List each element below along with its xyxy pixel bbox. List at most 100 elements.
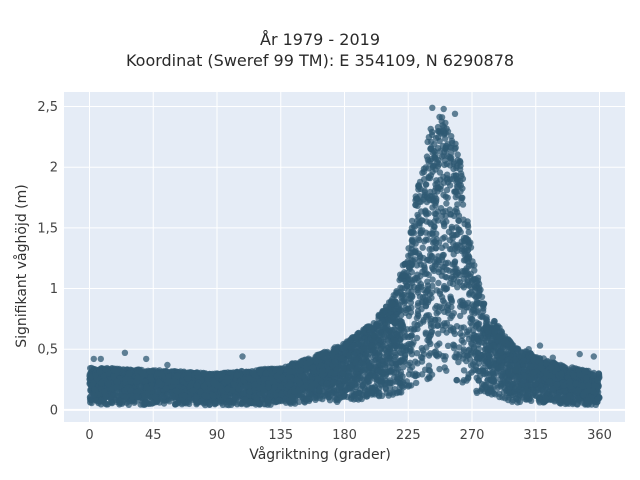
data-point	[413, 350, 421, 357]
data-point	[398, 298, 406, 305]
data-point	[472, 366, 479, 373]
data-point	[443, 160, 450, 168]
data-point	[436, 113, 443, 121]
data-point	[457, 170, 465, 177]
y-tick-label: 2,5	[37, 100, 58, 115]
data-point	[460, 308, 468, 315]
data-point	[435, 279, 442, 287]
data-point	[448, 133, 455, 140]
data-point	[429, 168, 436, 176]
y-tick-label: 0	[50, 403, 58, 418]
x-tick-label: 90	[209, 428, 226, 443]
x-tick-label: 135	[268, 428, 293, 443]
data-point	[443, 200, 450, 207]
data-point	[446, 182, 454, 189]
scatter-points	[86, 104, 603, 409]
data-point	[470, 331, 477, 338]
data-point	[432, 316, 439, 324]
data-point	[405, 288, 412, 295]
data-point	[459, 201, 467, 208]
data-point	[410, 238, 417, 246]
data-point	[414, 286, 421, 294]
data-point	[448, 245, 455, 253]
data-point	[399, 379, 407, 386]
data-point	[452, 193, 459, 201]
x-tick-label: 45	[145, 428, 162, 443]
data-point	[439, 208, 447, 216]
data-point	[172, 400, 180, 408]
data-point	[185, 396, 193, 403]
data-point	[443, 186, 451, 194]
data-point	[348, 394, 355, 401]
data-point	[448, 149, 455, 156]
data-point	[509, 362, 516, 369]
x-tick-label: 225	[396, 428, 421, 443]
data-point	[433, 260, 440, 268]
data-point	[424, 236, 431, 243]
data-point	[442, 242, 449, 249]
data-point	[382, 372, 389, 380]
data-point	[410, 222, 417, 230]
data-point	[413, 262, 421, 269]
data-point	[424, 375, 431, 383]
data-point	[166, 398, 173, 405]
data-point	[475, 292, 482, 299]
data-point	[422, 329, 429, 336]
data-point	[419, 244, 426, 251]
data-point	[422, 181, 429, 188]
data-point	[211, 400, 218, 407]
data-point	[426, 219, 433, 226]
x-tick-label: 360	[587, 428, 612, 443]
data-point	[444, 342, 452, 349]
data-point	[448, 223, 455, 231]
data-point	[408, 351, 416, 358]
data-point	[451, 258, 459, 265]
data-point	[467, 273, 474, 280]
data-point	[278, 390, 285, 398]
data-point	[415, 183, 422, 190]
data-point	[434, 322, 442, 329]
data-point	[465, 371, 472, 378]
data-point	[460, 275, 467, 282]
data-point	[468, 315, 475, 323]
data-point	[400, 363, 407, 371]
data-point	[424, 278, 431, 285]
y-tick-label: 2	[50, 161, 58, 176]
data-point	[425, 362, 433, 369]
data-point	[465, 263, 473, 270]
data-point	[463, 377, 470, 384]
data-point	[451, 268, 459, 275]
data-point	[414, 211, 421, 219]
x-tick-label: 0	[85, 428, 93, 443]
data-point	[449, 280, 457, 287]
data-point	[467, 289, 475, 296]
data-point	[459, 332, 466, 340]
data-point	[88, 364, 95, 372]
data-point	[439, 297, 447, 304]
data-point	[426, 246, 433, 253]
chart-subtitle: Koordinat (Sweref 99 TM): E 354109, N 62…	[125, 51, 515, 70]
data-point	[427, 317, 434, 324]
data-point	[326, 397, 334, 404]
data-point	[460, 367, 468, 374]
data-point	[352, 395, 360, 402]
data-point	[460, 324, 467, 331]
data-point	[480, 365, 487, 372]
data-point	[435, 330, 442, 337]
data-point	[459, 185, 466, 192]
data-point	[420, 168, 428, 175]
data-point	[536, 395, 543, 402]
data-point	[467, 244, 475, 251]
data-point	[460, 346, 468, 353]
data-point	[413, 334, 421, 342]
data-point	[459, 175, 467, 182]
data-point	[436, 169, 444, 176]
data-point	[360, 368, 367, 375]
data-point	[427, 251, 434, 258]
data-point	[450, 251, 457, 258]
data-point	[465, 229, 472, 236]
data-point	[408, 217, 416, 225]
data-point	[413, 217, 421, 225]
data-point	[453, 323, 461, 330]
